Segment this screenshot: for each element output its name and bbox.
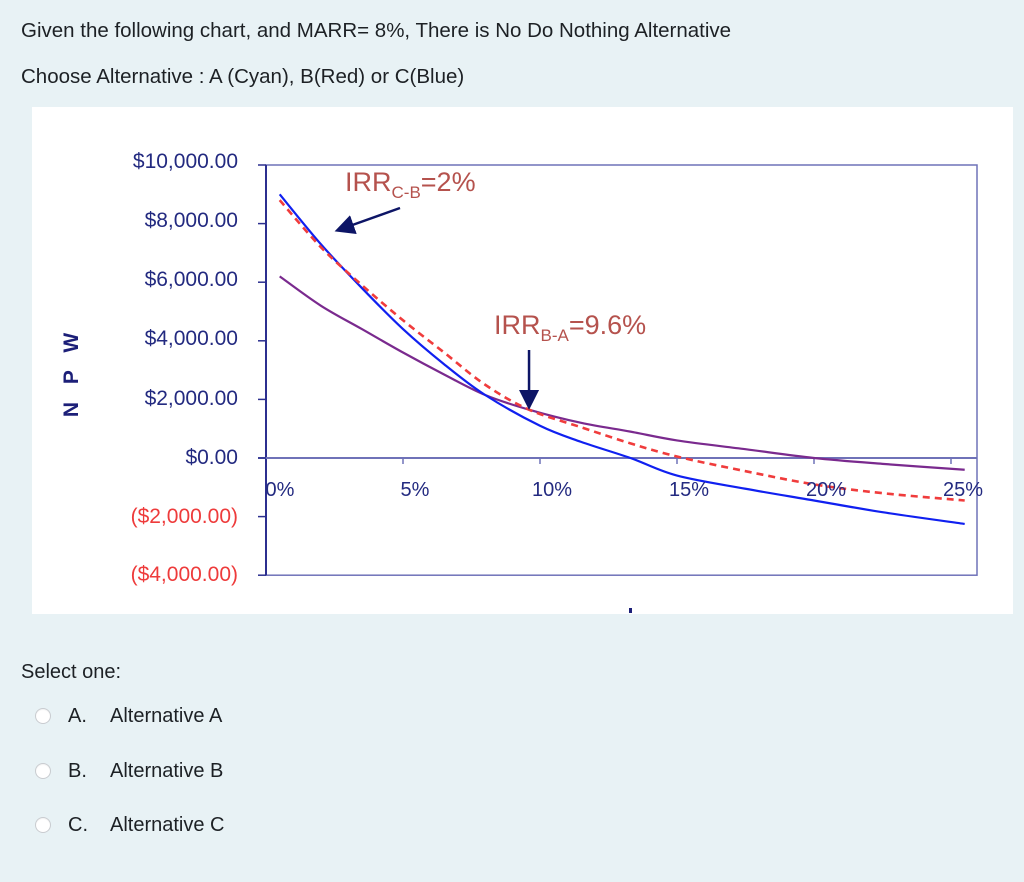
y-tick-label: $8,000.00 xyxy=(144,209,238,232)
y-tick-label: $4,000.00 xyxy=(144,327,238,350)
radio-button-b[interactable] xyxy=(35,763,51,779)
option-a[interactable]: A. Alternative A xyxy=(35,704,222,728)
plot-area xyxy=(258,164,978,576)
radio-button-c[interactable] xyxy=(35,817,51,833)
option-letter: B. xyxy=(68,759,87,782)
x-tick-label: 10% xyxy=(531,479,573,501)
option-c[interactable]: C. Alternative C xyxy=(35,813,225,837)
question-line-1: Given the following chart, and MARR= 8%,… xyxy=(21,19,732,42)
y-tick-label: $0.00 xyxy=(185,446,238,469)
plot-frame xyxy=(265,164,978,576)
irr-b-a-annotation: IRRB-A=9.6% xyxy=(494,310,647,345)
y-tick-label: $6,000.00 xyxy=(144,268,238,291)
y-tick-label: $10,000.00 xyxy=(132,150,238,173)
x-tick-label: 20% xyxy=(805,479,847,501)
y-tick-label: $2,000.00 xyxy=(144,387,238,410)
series-line-a xyxy=(279,275,965,471)
x-tick-label: 0% xyxy=(265,479,295,501)
x-tick-label: 5% xyxy=(400,479,430,501)
select-one-label: Select one: xyxy=(21,661,122,683)
option-label[interactable]: Alternative C xyxy=(110,813,225,836)
x-tick-label: 15% xyxy=(668,479,710,501)
y-tick-label-negative: ($4,000.00) xyxy=(130,563,238,586)
radio-button-a[interactable] xyxy=(35,708,51,724)
y-axis-labels: $10,000.00 $8,000.00 $6,000.00 $4,000.00… xyxy=(32,107,238,614)
question-line-2: Choose Alternative : A (Cyan), B(Red) or… xyxy=(21,65,465,88)
irr-c-b-annotation: IRRC-B=2% xyxy=(345,167,476,202)
npw-chart: N P W $10,000.00 $8,000.00 $6,000.00 $4,… xyxy=(32,107,1013,614)
option-label[interactable]: Alternative A xyxy=(110,704,223,727)
option-letter: C. xyxy=(68,813,88,836)
x-tick-label: 25% xyxy=(942,479,984,501)
y-tick-label-negative: ($2,000.00) xyxy=(130,505,238,528)
arrow-icon xyxy=(334,206,401,235)
option-label[interactable]: Alternative B xyxy=(110,759,224,782)
series-line-b xyxy=(278,199,965,502)
option-b[interactable]: B. Alternative B xyxy=(35,759,223,783)
stray-mark xyxy=(629,608,632,613)
series-line-c xyxy=(278,193,965,526)
option-letter: A. xyxy=(68,704,87,727)
